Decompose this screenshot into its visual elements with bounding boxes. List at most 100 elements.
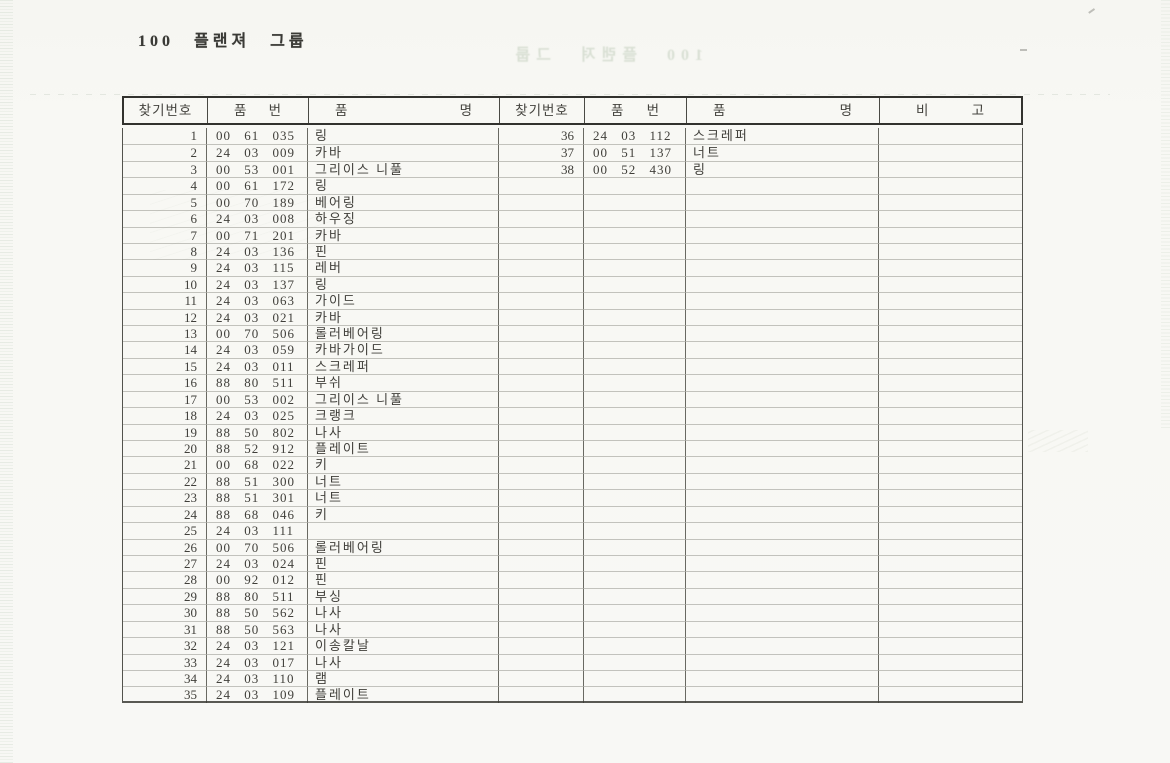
- part-name-cell-right: [686, 587, 879, 605]
- find-no-cell-right: [499, 226, 584, 243]
- part-name-cell-right: [686, 275, 879, 293]
- part-no-cell-left: 88 51 301: [207, 489, 308, 506]
- part-name-cell-left: 레버: [308, 259, 499, 276]
- part-no-cell-left: 24 03 136: [207, 242, 308, 260]
- find-no-cell-right: [499, 522, 584, 539]
- part-no-cell-left: 24 03 021: [207, 308, 308, 326]
- part-name-cell-left: 이송칼날: [308, 637, 499, 654]
- part-name-cell-left: 롤러베어링: [308, 538, 499, 555]
- part-no-cell-left: 88 50 563: [207, 620, 308, 638]
- part-no-cell-left: 00 61 035: [207, 128, 308, 145]
- remarks-cell: [879, 308, 1022, 325]
- find-no-cell-right: [499, 505, 584, 523]
- part-name-cell-left: 나사: [308, 653, 499, 670]
- part-no-cell-left: 24 03 137: [207, 275, 308, 293]
- part-name-cell-right: [686, 456, 879, 473]
- part-no-cell-right: [584, 242, 686, 260]
- part-no-cell-right: [584, 587, 686, 605]
- part-no-cell-right: [584, 554, 686, 572]
- find-no-cell-left: 20: [123, 440, 207, 457]
- part-no-cell-right: [584, 472, 686, 490]
- part-no-cell-left: 88 50 562: [207, 604, 308, 621]
- find-no-cell-right: [499, 604, 584, 621]
- remarks-cell: [879, 604, 1022, 620]
- part-name-cell-left: 나사: [308, 620, 499, 638]
- find-no-cell-right: [499, 308, 584, 326]
- part-no-cell-left: 24 03 111: [207, 522, 308, 539]
- part-no-cell-right: [584, 374, 686, 391]
- find-no-cell-left: 31: [123, 620, 207, 638]
- part-name-cell-left: 가이드: [308, 292, 499, 309]
- find-no-cell-left: 27: [123, 554, 207, 572]
- find-no-cell-left: 4: [123, 177, 207, 194]
- part-no-cell-right: [584, 538, 686, 555]
- part-name-cell-right: [686, 374, 879, 391]
- part-name-cell-right: [686, 259, 879, 276]
- part-no-cell-right: [584, 604, 686, 621]
- remarks-cell: [879, 620, 1022, 637]
- find-no-cell-right: [499, 587, 584, 605]
- part-no-cell-left: 00 92 012: [207, 571, 308, 588]
- part-no-cell-right: [584, 193, 686, 211]
- part-no-cell-left: 24 03 011: [207, 357, 308, 375]
- header-part-no-left: 품 번: [208, 98, 309, 123]
- part-no-cell-left: 24 03 109: [207, 686, 308, 703]
- remarks-cell: [879, 160, 1022, 177]
- part-name-cell-left: 핀: [308, 571, 499, 588]
- part-no-cell-left: 00 53 001: [207, 160, 308, 178]
- scan-mark-tick: [1088, 8, 1095, 14]
- part-no-cell-left: 88 68 046: [207, 505, 308, 523]
- find-no-cell-left: 15: [123, 357, 207, 375]
- part-no-cell-left: 24 03 009: [207, 144, 308, 161]
- remarks-cell: [879, 210, 1022, 226]
- find-no-cell-left: 12: [123, 308, 207, 326]
- part-name-cell-right: [686, 604, 879, 621]
- find-no-cell-left: 18: [123, 407, 207, 424]
- remarks-cell: [879, 669, 1022, 686]
- find-no-cell-right: [499, 193, 584, 211]
- find-no-cell-right: [499, 472, 584, 490]
- part-no-cell-left: 24 03 110: [207, 669, 308, 687]
- part-no-cell-right: [584, 620, 686, 638]
- find-no-cell-left: 17: [123, 390, 207, 408]
- scan-streak: [150, 190, 330, 260]
- part-no-cell-left: 00 70 506: [207, 325, 308, 342]
- part-name-cell-right: [686, 554, 879, 572]
- part-no-cell-right: [584, 390, 686, 408]
- find-no-cell-right: 36: [499, 128, 584, 145]
- part-name-cell-left: 크랭크: [308, 407, 499, 424]
- part-name-cell-left: 베어링: [308, 193, 499, 211]
- part-name-cell-right: [686, 686, 879, 703]
- part-name-cell-left: 나사: [308, 423, 499, 441]
- find-no-cell-right: [499, 325, 584, 342]
- part-name-cell-right: [686, 620, 879, 638]
- part-name-cell-left: 램: [308, 669, 499, 687]
- find-no-cell-right: [499, 357, 584, 375]
- part-name-cell-left: 너트: [308, 489, 499, 506]
- remarks-cell: [879, 407, 1022, 423]
- find-no-cell-right: [499, 210, 584, 227]
- find-no-cell-left: 2: [123, 144, 207, 161]
- remarks-cell: [879, 193, 1022, 210]
- part-name-cell-right: [686, 653, 879, 670]
- remarks-cell: [879, 472, 1022, 489]
- remarks-cell: [879, 637, 1022, 653]
- part-name-cell-right: [686, 226, 879, 243]
- part-name-cell-right: [686, 472, 879, 490]
- find-no-cell-left: 26: [123, 538, 207, 555]
- scan-noise-line: [30, 94, 1110, 95]
- find-no-cell-left: 7: [123, 226, 207, 243]
- find-no-cell-right: [499, 554, 584, 572]
- part-no-cell-left: 24 03 063: [207, 292, 308, 309]
- remarks-cell: [879, 292, 1022, 308]
- find-no-cell-right: [499, 259, 584, 276]
- find-no-cell-right: 38: [499, 160, 584, 178]
- part-name-cell-right: [686, 177, 879, 194]
- remarks-cell: [879, 275, 1022, 292]
- part-no-cell-right: [584, 686, 686, 703]
- remarks-cell: [879, 325, 1022, 341]
- find-no-cell-left: 8: [123, 242, 207, 260]
- part-no-cell-left: 88 80 511: [207, 374, 308, 391]
- find-no-cell-right: [499, 440, 584, 457]
- find-no-cell-left: 29: [123, 587, 207, 605]
